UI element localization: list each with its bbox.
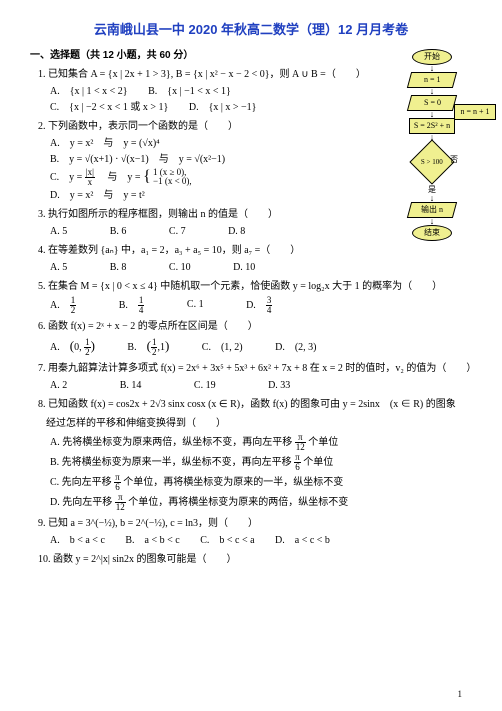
- flowchart-init-s: S = 0: [407, 95, 457, 111]
- q9-opt-d: D. a < c < b: [275, 533, 330, 548]
- flowchart-increment: n = n + 1: [454, 104, 496, 120]
- text: 个单位: [301, 457, 334, 468]
- fc-text: S > 100: [412, 156, 452, 167]
- q8-stem1: 8. 已知函数 f(x) = cos2x + 2√3 sinx cosx (x …: [38, 397, 472, 412]
- text: ,1: [157, 342, 165, 353]
- denominator: 12: [295, 443, 306, 452]
- text: 与 y =: [97, 171, 143, 182]
- text: D. 先向左平移: [50, 497, 115, 508]
- case2: −1 (x < 0),: [153, 177, 192, 186]
- page-number: 1: [458, 688, 463, 702]
- fc-text: n = 1: [424, 74, 441, 86]
- q7-stem: 7. 用秦九韶算法计算多项式 f(x) = 2x⁶ + 3x⁵ + 5x³ + …: [38, 361, 472, 376]
- q4-opt-d: D. 10: [233, 260, 255, 275]
- q3-opt-c: C. 7: [169, 224, 186, 239]
- q7-opt-d: D. 33: [268, 378, 290, 393]
- text: A. 先将横坐标变为原来两倍，纵坐标不变，再向左平移: [50, 437, 295, 448]
- flowchart-end: 结束: [412, 225, 452, 241]
- q9-opt-a: A. b < a < c: [50, 533, 105, 548]
- q8-opt-b: B. 先将横坐标变为原来一半，纵坐标不变，再向左平移 π6 个单位: [50, 453, 472, 472]
- q3-opt-a: A. 5: [50, 224, 67, 239]
- flowchart-init-n: n = 1: [407, 72, 457, 88]
- flowchart-no-label: 否: [450, 154, 458, 166]
- denominator: 12: [115, 503, 126, 512]
- text: C. 先向左平移: [50, 477, 114, 488]
- numerator: 1: [70, 296, 77, 306]
- text: 个单位: [306, 437, 339, 448]
- text: 个单位，再将横坐标变为原来的两倍，纵坐标不变: [126, 497, 349, 508]
- q9-opt-b: B. a < b < c: [125, 533, 179, 548]
- text: C. y =: [50, 171, 85, 182]
- q8-opt-a: A. 先将横坐标变为原来两倍，纵坐标不变，再向左平移 π12 个单位: [50, 433, 472, 452]
- flowchart-condition: S > 100: [409, 139, 454, 184]
- q9-stem: 9. 已知 a = 3^(−½), b = 2^(−½), c = ln3，则（…: [38, 516, 472, 531]
- numerator: 1: [138, 296, 145, 306]
- q6-opt-d: D. (2, 3): [275, 340, 316, 355]
- q7-opt-c: C. 19: [194, 378, 216, 393]
- q4-opt-c: C. 10: [169, 260, 191, 275]
- q5-opt-b: B. 14: [119, 296, 145, 315]
- text: 个单位，再将横坐标变为原来的一半，纵坐标不变: [121, 477, 344, 488]
- text: 0,: [74, 342, 82, 353]
- q8-opt-c: C. 先向左平移 π6 个单位，再将横坐标变为原来的一半，纵坐标不变: [50, 473, 472, 492]
- text: B. 先将横坐标变为原来一半，纵坐标不变，再向左平移: [50, 457, 294, 468]
- q6-opt-a: A. (0, 12): [50, 336, 95, 357]
- q3-opt-b: B. 6: [110, 224, 127, 239]
- denominator: x: [85, 178, 95, 187]
- fraction: |x|x: [85, 168, 95, 187]
- q1-opt-a: A. {x | 1 < x < 2}: [50, 84, 128, 99]
- q1-opt-b: B. {x | −1 < x < 1}: [148, 84, 231, 99]
- numerator: |x|: [85, 168, 95, 178]
- q1-opt-d: D. {x | x > −1}: [189, 100, 257, 115]
- q7-opt-b: B. 14: [120, 378, 142, 393]
- denominator: 2: [70, 306, 77, 315]
- flowchart-output: 输出 n: [407, 202, 457, 218]
- denominator: 4: [138, 306, 145, 315]
- page-title: 云南峨山县一中 2020 年秋高二数学（理）12 月月考卷: [30, 20, 472, 40]
- q6-opt-c: C. (1, 2): [202, 340, 243, 355]
- numerator: 3: [266, 296, 273, 306]
- q5-opt-d: D. 34: [246, 296, 272, 315]
- q3-opt-d: D. 8: [228, 224, 245, 239]
- q8-opt-d: D. 先向左平移 π12 个单位，再将横坐标变为原来的两倍，纵坐标不变: [50, 493, 472, 512]
- q10-stem: 10. 函数 y = 2^|x| sin2x 的图象可能是（ ）: [38, 552, 472, 567]
- q5-stem: 5. 在集合 M = {x | 0 < x ≤ 4} 中随机取一个元素，恰使函数…: [38, 279, 472, 294]
- fc-text: S = 0: [424, 97, 441, 109]
- q9-opt-c: C. b < c < a: [200, 533, 254, 548]
- q4-opt-b: B. 8: [110, 260, 127, 275]
- q5-opt-a: A. 12: [50, 296, 76, 315]
- denominator: 4: [266, 306, 273, 315]
- flowchart: 开始 ↓ n = 1 ↓ S = 0 ↓ S = 2S² + n ↓ S > 1…: [392, 48, 472, 242]
- q7-opt-a: A. 2: [50, 378, 67, 393]
- q1-opt-c: C. {x | −2 < x < 1 或 x > 1}: [50, 100, 168, 115]
- q6-stem: 6. 函数 f(x) = 2ˣ + x − 2 的零点所在区间是（ ）: [38, 319, 472, 334]
- q6-opt-b: B. (12,1): [127, 336, 169, 357]
- fc-text: 输出 n: [421, 204, 443, 216]
- q4-stem: 4. 在等差数列 {aₙ} 中，a₁ = 2，a₃ + a₅ = 10，则 a₇…: [38, 243, 472, 258]
- q5-opt-c: C. 1: [187, 297, 204, 312]
- q4-opt-a: A. 5: [50, 260, 67, 275]
- cases: { 1 (x ≥ 0), −1 (x < 0),: [143, 168, 192, 186]
- q8-stem2: 经过怎样的平移和伸缩变换得到（ ）: [46, 416, 472, 431]
